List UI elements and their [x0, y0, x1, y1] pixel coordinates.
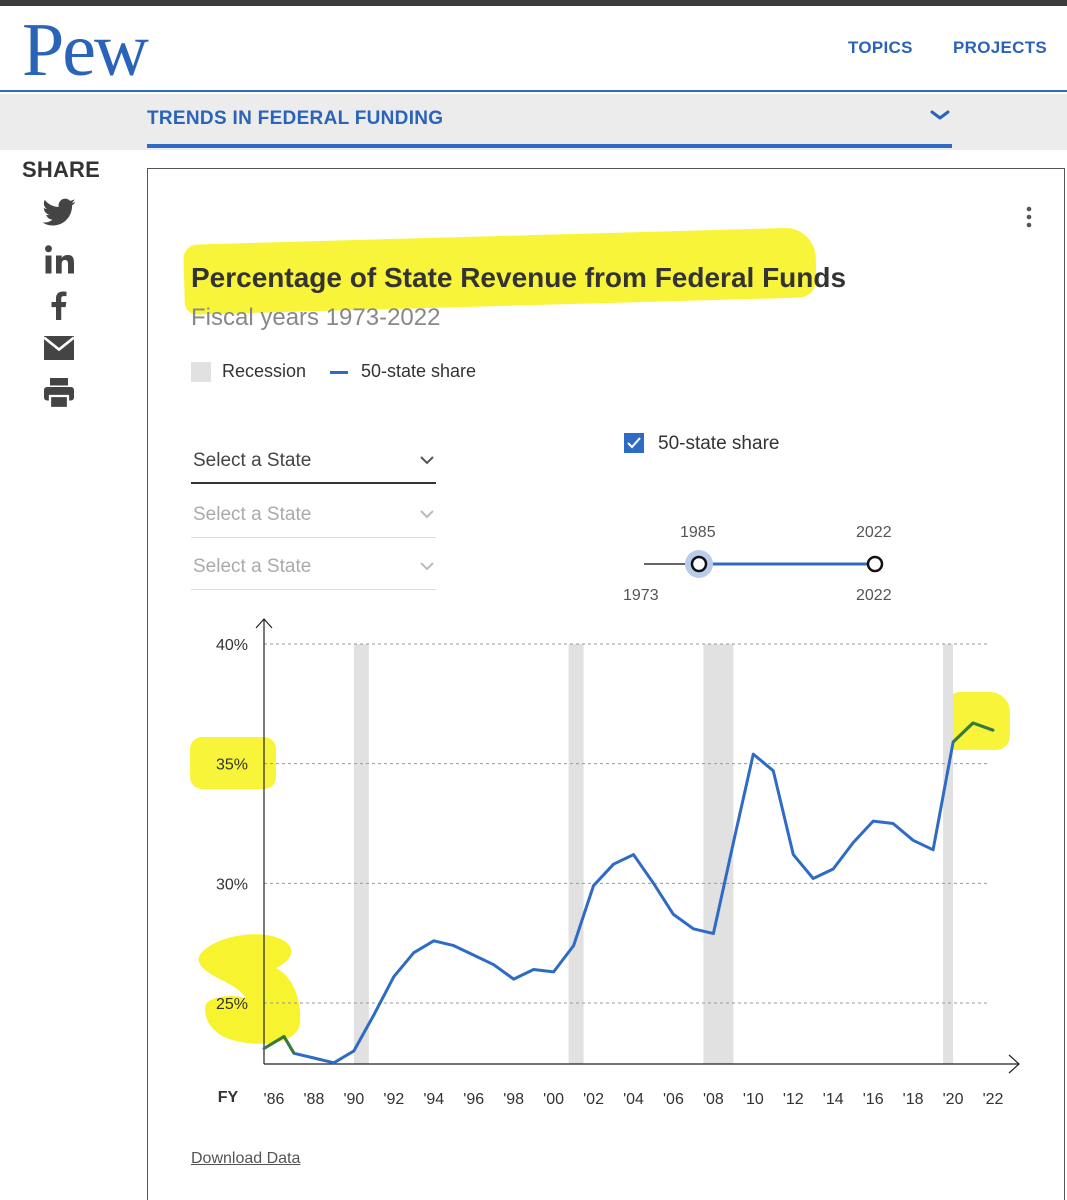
chart-card	[147, 168, 1065, 1200]
x-tick-label: '04	[623, 1091, 644, 1108]
y-tick-label: 25%	[216, 996, 248, 1013]
x-tick-label: '16	[863, 1091, 884, 1108]
x-tick-label: '92	[383, 1091, 404, 1108]
chart-subtitle: Fiscal years 1973-2022	[191, 304, 441, 331]
y-tick-label: 40%	[216, 637, 248, 654]
state-select-2-text: Select a State	[193, 504, 312, 525]
year-range-slider[interactable]	[640, 546, 890, 582]
x-tick-label: '96	[463, 1091, 484, 1108]
legend-recession-swatch	[191, 362, 211, 382]
chevron-down-icon	[420, 510, 434, 519]
x-tick-label: '20	[943, 1091, 964, 1108]
share-checkbox[interactable]	[624, 433, 644, 453]
x-tick-label: '14	[823, 1091, 844, 1108]
x-tick-label: '08	[703, 1091, 724, 1108]
x-tick-label: '90	[343, 1091, 364, 1108]
state-select-3[interactable]: Select a State	[191, 538, 436, 590]
y-tick-label: 30%	[216, 876, 248, 893]
x-axis-label: FY	[218, 1089, 239, 1106]
nav-projects[interactable]: PROJECTS	[953, 38, 1048, 57]
slider-end-value: 2022	[856, 524, 892, 541]
more-options-icon[interactable]	[1020, 202, 1038, 232]
x-tick-label: '00	[543, 1091, 564, 1108]
subnav: TRENDS IN FEDERAL FUNDING	[0, 94, 1067, 150]
slider-end-handle	[866, 555, 884, 573]
state-select-1-text: Select a State	[193, 450, 312, 471]
highlight-35-label	[190, 737, 276, 789]
x-axis-arrow	[1008, 1054, 1020, 1074]
x-tick-label: '86	[264, 1091, 285, 1108]
series-line	[262, 721, 995, 1065]
legend-share-line	[330, 371, 348, 374]
legend-recession-label: Recession	[222, 361, 307, 381]
check-icon	[627, 437, 641, 449]
x-tick-label: '88	[304, 1091, 325, 1108]
chevron-down-icon	[420, 456, 434, 465]
highlight-start	[198, 934, 301, 1044]
chevron-down-icon[interactable]	[929, 104, 951, 126]
x-tick-label: '18	[903, 1091, 924, 1108]
nav-topics[interactable]: TOPICS	[848, 38, 913, 57]
top-bar	[0, 0, 1067, 6]
twitter-icon[interactable]	[41, 195, 77, 231]
x-tick-label: '06	[663, 1091, 684, 1108]
x-tick-label: '98	[503, 1091, 524, 1108]
y-axis-arrow	[255, 618, 273, 629]
state-select-2[interactable]: Select a State	[191, 486, 436, 538]
share-checkbox-label: 50-state share	[658, 433, 780, 454]
y-tick-label: 35%	[216, 757, 248, 774]
recession-band	[703, 644, 734, 1064]
slider-start-value: 1985	[680, 524, 716, 541]
linkedin-icon[interactable]	[41, 242, 77, 278]
x-tick-label: '94	[423, 1091, 444, 1108]
subnav-underline	[147, 144, 952, 148]
print-icon[interactable]	[41, 375, 77, 411]
chart-title: Percentage of State Revenue from Federal…	[191, 262, 847, 293]
x-tick-label: '10	[743, 1091, 764, 1108]
series-line-highlighted	[952, 721, 994, 744]
series-line-highlighted	[263, 1035, 296, 1055]
recession-band	[943, 644, 954, 1064]
recession-band	[568, 644, 584, 1064]
facebook-icon[interactable]	[41, 287, 77, 323]
pew-logo[interactable]: Pew	[22, 8, 149, 92]
email-icon[interactable]	[41, 330, 77, 366]
slider-min-label: 1973	[623, 587, 659, 604]
x-tick-label: '02	[583, 1091, 604, 1108]
chevron-down-icon	[420, 562, 434, 571]
download-data-link[interactable]: Download Data	[191, 1150, 301, 1167]
state-select-3-text: Select a State	[193, 556, 312, 577]
recession-band	[353, 644, 369, 1064]
slider-max-label: 2022	[856, 587, 892, 604]
state-select-1[interactable]: Select a State	[191, 432, 436, 484]
subnav-title[interactable]: TRENDS IN FEDERAL FUNDING	[147, 108, 444, 129]
share-label: SHARE	[22, 157, 101, 182]
x-tick-label: '22	[983, 1091, 1004, 1108]
site-header: Pew TOPICS PROJECTS	[0, 6, 1067, 92]
legend-share-label: 50-state share	[361, 361, 477, 381]
slider-start-handle	[690, 555, 708, 573]
x-tick-label: '12	[783, 1091, 804, 1108]
